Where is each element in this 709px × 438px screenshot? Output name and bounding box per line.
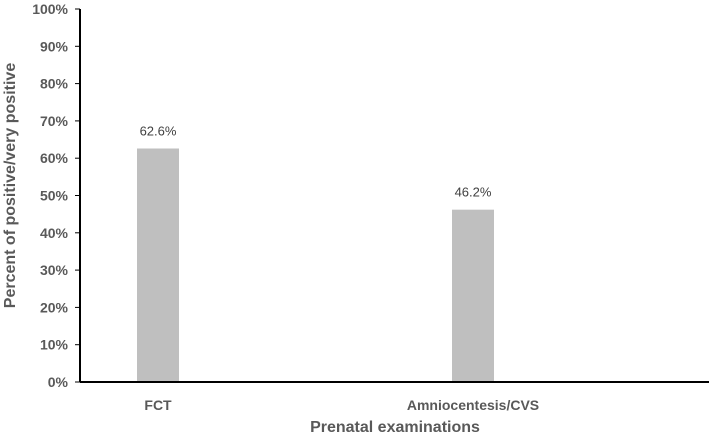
y-tick-label: 20% [40, 299, 69, 315]
y-tick-label: 60% [40, 150, 69, 166]
y-tick-label: 40% [40, 225, 69, 241]
y-axis-ticks: 0% 10% 20% 30% 40% 50% 60% 70% 80% 90% 100% [32, 1, 80, 390]
bar [452, 209, 494, 382]
y-tick-label: 0% [48, 374, 69, 390]
y-tick-label: 90% [40, 38, 69, 54]
bars [137, 148, 494, 382]
x-category-label: Amniocentesis/CVS [407, 397, 539, 413]
data-labels: 62.6%46.2%90.6%59.4% [140, 124, 492, 200]
y-tick-label: 30% [40, 262, 69, 278]
data-label: 62.6% [140, 124, 177, 139]
x-category-label: FCT [144, 397, 172, 413]
y-tick-label: 10% [40, 337, 69, 353]
x-axis-title: Prenatal examinations [310, 419, 480, 436]
y-tick-label: 50% [40, 188, 69, 204]
y-tick-label: 70% [40, 113, 69, 129]
y-tick-label: 80% [40, 76, 69, 92]
y-tick-label: 100% [32, 1, 68, 17]
y-axis-title: Percent of positive/very positive [2, 63, 19, 309]
bar [137, 148, 179, 382]
data-label: 46.2% [455, 185, 492, 200]
